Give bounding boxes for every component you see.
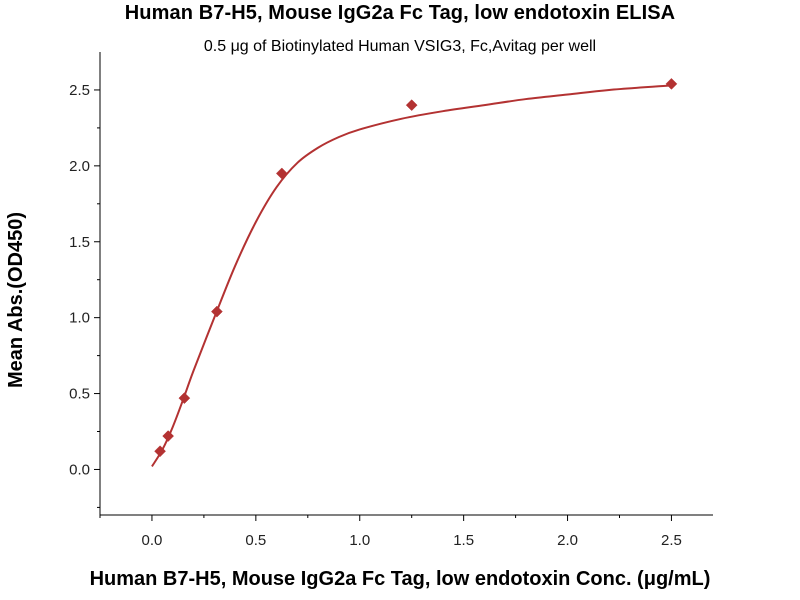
y-axis-label: Mean Abs.(OD450)	[5, 212, 27, 388]
data-point	[405, 99, 418, 111]
x-axis-ticks: 0.0 0.5 1.0 1.5 2.0 2.5	[99, 515, 682, 549]
fit-curve-line	[151, 84, 672, 467]
x-axis-label: Human B7-H5, Mouse IgG2a Fc Tag, low end…	[89, 568, 711, 590]
y-axis-ticks: 0.0 0.5 1.0 1.5 2.0 2.5	[69, 82, 100, 508]
y-tick-label: 1.5	[69, 234, 90, 251]
data-point	[665, 78, 678, 90]
x-tick-label: 2.5	[661, 532, 682, 549]
data-point	[154, 445, 166, 458]
data-point	[275, 167, 288, 180]
y-tick-label: 0.0	[69, 461, 90, 478]
x-tick-label: 2.0	[557, 532, 578, 549]
x-tick-label: 1.5	[453, 532, 474, 549]
y-tick-label: 1.0	[69, 310, 90, 327]
y-tick-label: 2.5	[69, 82, 90, 99]
y-tick-label: 0.5	[69, 386, 90, 403]
chart-subtitle: 0.5 μg of Biotinylated Human VSIG3, Fc,A…	[203, 38, 597, 55]
data-point	[211, 305, 223, 318]
x-tick-label: 1.0	[349, 532, 370, 549]
x-tick-label: 0.5	[245, 532, 266, 549]
y-tick-label: 2.0	[69, 158, 90, 175]
data-point	[162, 430, 175, 442]
x-tick-label: 0.0	[142, 532, 163, 549]
data-points	[154, 78, 678, 458]
data-point	[178, 392, 191, 404]
chart-title: Human B7-H5, Mouse IgG2a Fc Tag, low end…	[124, 2, 676, 24]
